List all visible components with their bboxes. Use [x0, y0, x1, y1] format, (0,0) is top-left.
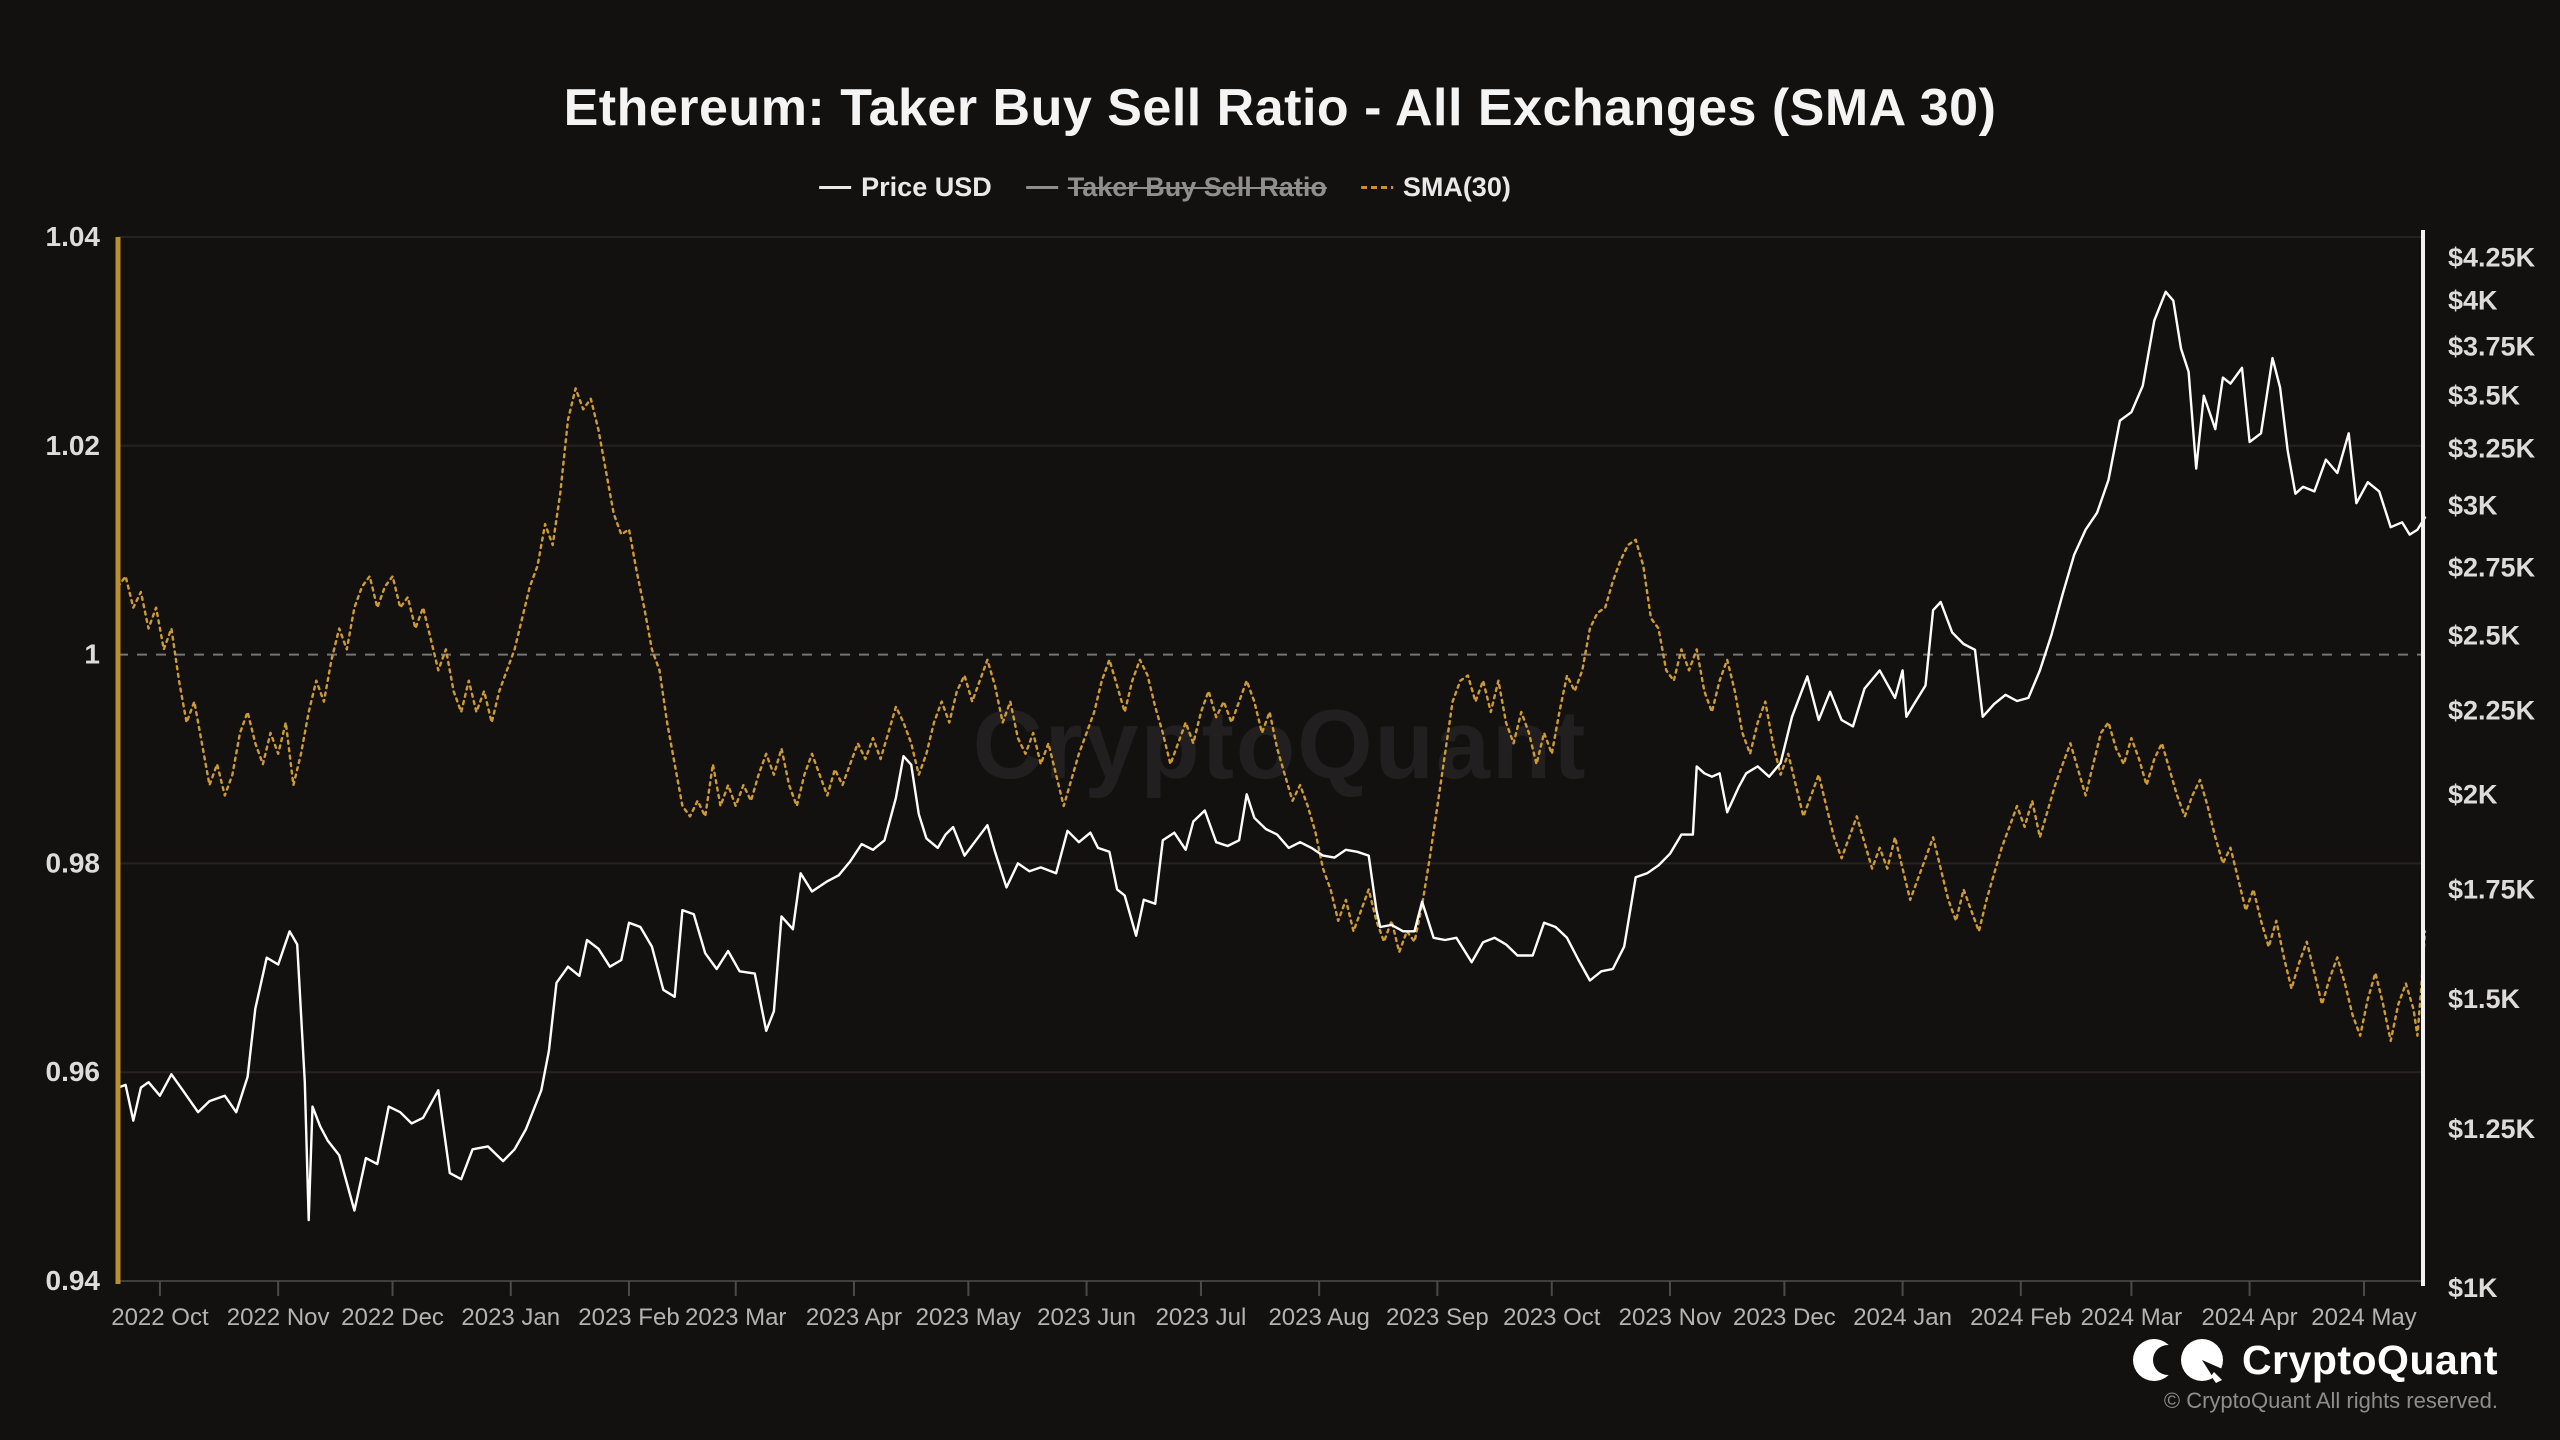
right-axis-tick-label: $2K: [2448, 779, 2498, 809]
x-axis-label: 2023 Oct: [1503, 1304, 1601, 1331]
line-marker-icon: [1025, 186, 1058, 189]
x-axis-label: 2023 Jun: [1037, 1304, 1136, 1331]
x-axis-label: 2023 Jan: [461, 1304, 560, 1331]
x-axis-label: 2023 Sep: [1386, 1304, 1489, 1331]
right-axis-tick-label: $1.5K: [2448, 984, 2521, 1014]
dashed-line-marker-icon: [1360, 186, 1393, 189]
brand-name: CryptoQuant: [2241, 1336, 2498, 1383]
x-axis-label: 2024 Jan: [1853, 1304, 1952, 1331]
right-axis-tick-label: $3.5K: [2448, 381, 2521, 411]
left-axis-tick-label: 0.96: [46, 1056, 101, 1087]
line-marker-icon: [819, 186, 852, 189]
x-axis-label: 2022 Dec: [341, 1304, 444, 1331]
left-axis-tick-label: 0.98: [46, 847, 101, 878]
x-axis-label: 2023 Apr: [806, 1304, 902, 1331]
chart-title: Ethereum: Taker Buy Sell Ratio - All Exc…: [563, 79, 1997, 137]
copyright-text: © CryptoQuant All rights reserved.: [2163, 1388, 2498, 1413]
cryptoquant-logo-icon: [2132, 1339, 2227, 1383]
x-axis-label: 2023 Aug: [1268, 1304, 1369, 1331]
right-axis-tick-label: $3.75K: [2448, 332, 2536, 362]
legend-label: SMA(30): [1402, 172, 1511, 202]
right-axis-tick-label: $1K: [2448, 1273, 2498, 1303]
brand-footer: CryptoQuant © CryptoQuant All rights res…: [2130, 1336, 2498, 1414]
legend-item-taker-buy-sell-ratio[interactable]: Taker Buy Sell Ratio: [1025, 172, 1327, 203]
x-axis-label: 2023 Jul: [1156, 1304, 1247, 1331]
x-axis-label: 2023 Feb: [578, 1304, 679, 1331]
right-axis-tick-label: $4K: [2448, 286, 2498, 316]
price-usd-line: [116, 290, 2427, 1222]
left-axis-tick-label: 1.04: [46, 221, 101, 252]
legend-label: Taker Buy Sell Ratio: [1067, 172, 1327, 202]
right-axis-tick-label: $1.25K: [2448, 1114, 2536, 1144]
right-axis-tick-label: $4.25K: [2448, 242, 2536, 272]
legend: Price USD Taker Buy Sell Ratio SMA(30): [819, 172, 1511, 203]
right-axis-tick-label: $1.75K: [2448, 874, 2536, 904]
legend-label: Price USD: [861, 172, 992, 202]
left-axis-tick-label: 0.94: [46, 1265, 101, 1296]
x-axis-label: 2024 Apr: [2202, 1304, 2298, 1331]
right-axis-tick-label: $2.5K: [2448, 620, 2521, 650]
right-axis-tick-label: $2.75K: [2448, 552, 2536, 582]
x-axis-label: 2023 Mar: [685, 1304, 786, 1331]
left-axis-tick-label: 1.02: [46, 430, 101, 461]
legend-item-price-usd[interactable]: Price USD: [819, 172, 992, 203]
legend-item-sma-30-[interactable]: SMA(30): [1360, 172, 1511, 203]
sma30-line: [116, 387, 2427, 1043]
right-axis-tick-label: $3K: [2448, 491, 2498, 521]
right-axis-tick-label: $2.25K: [2448, 695, 2536, 725]
left-axis-tick-label: 1: [84, 639, 100, 670]
x-axis-label: 2022 Oct: [111, 1304, 209, 1331]
x-axis-label: 2023 Dec: [1733, 1304, 1836, 1331]
x-axis-label: 2024 May: [2311, 1304, 2416, 1331]
x-axis-label: 2024 Feb: [1970, 1304, 2071, 1331]
x-axis-label: 2023 May: [916, 1304, 1021, 1331]
x-axis-label: 2022 Nov: [227, 1304, 330, 1331]
right-axis-tick-label: $3.25K: [2448, 434, 2536, 464]
x-axis-label: 2024 Mar: [2081, 1304, 2182, 1331]
x-axis-label: 2023 Nov: [1619, 1304, 1722, 1331]
